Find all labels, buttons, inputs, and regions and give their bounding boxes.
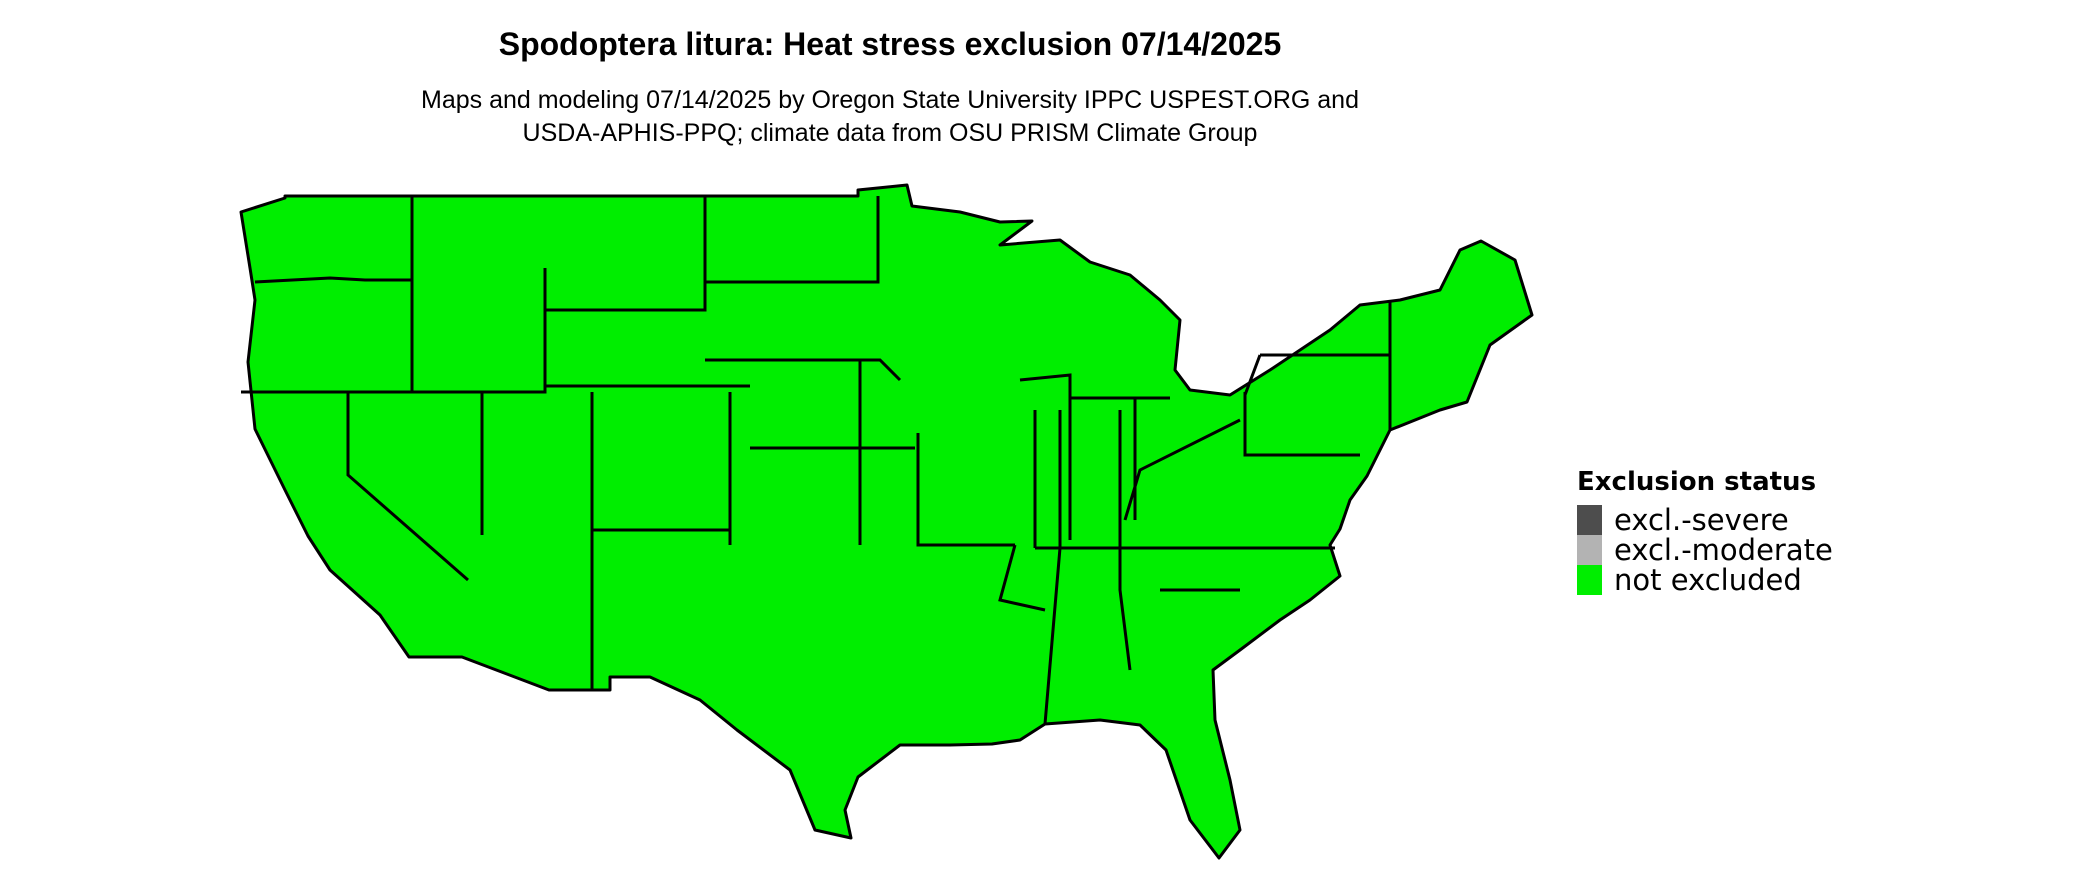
legend-title: Exclusion status	[1577, 467, 1817, 497]
legend: Exclusion status excl.-severe excl.-mode…	[1577, 467, 1833, 595]
legend-label-severe: excl.-severe	[1614, 503, 1789, 537]
map-subtitle: Maps and modeling 07/14/2025 by Oregon S…	[0, 84, 1780, 150]
subtitle-line-1: Maps and modeling 07/14/2025 by Oregon S…	[421, 86, 1359, 114]
legend-swatch-moderate	[1577, 535, 1602, 565]
state-borders	[241, 196, 1392, 725]
legend-swatch-severe	[1577, 505, 1602, 535]
legend-item-not-excluded: not excluded	[1577, 565, 1833, 595]
legend-item-severe: excl.-severe	[1577, 505, 1833, 535]
map-title: Spodoptera litura: Heat stress exclusion…	[498, 26, 1282, 62]
legend-swatch-not-excluded	[1577, 565, 1602, 595]
subtitle-line-2: USDA-APHIS-PPQ; climate data from OSU PR…	[522, 119, 1258, 147]
us-outline	[239, 183, 1534, 860]
legend-label-not-excluded: not excluded	[1614, 563, 1802, 597]
legend-label-moderate: excl.-moderate	[1614, 533, 1833, 567]
legend-item-moderate: excl.-moderate	[1577, 535, 1833, 565]
